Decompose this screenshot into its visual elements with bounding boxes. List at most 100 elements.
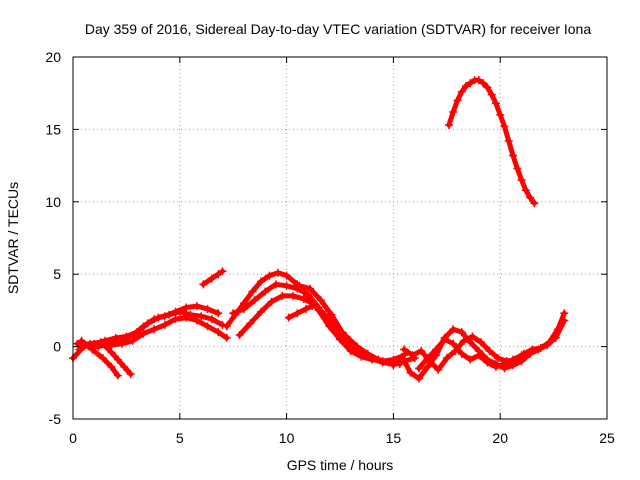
y-tick-label: 0 <box>53 339 61 355</box>
data-point <box>509 355 518 364</box>
data-point <box>207 274 216 283</box>
data-point <box>299 294 308 303</box>
data-point <box>457 328 466 337</box>
data-point <box>363 349 372 358</box>
series-s13 <box>400 309 569 374</box>
data-point <box>316 296 325 305</box>
data-point <box>248 287 257 296</box>
data-point <box>250 296 259 305</box>
data-point <box>139 322 148 331</box>
data-point <box>530 199 539 208</box>
data-point <box>306 284 315 293</box>
data-point <box>308 302 317 311</box>
data-point <box>77 336 86 345</box>
data-point <box>192 316 201 325</box>
tick-labels: 0 5 10 15 20 25 -5 0 5 10 15 20 <box>45 49 615 446</box>
data-point <box>494 354 503 363</box>
data-point <box>222 322 231 331</box>
y-tick-label: 5 <box>53 266 61 282</box>
data-point <box>274 268 283 277</box>
data-point <box>374 355 383 364</box>
series-s11 <box>295 281 357 350</box>
data-point <box>126 370 135 379</box>
y-tick-label: -5 <box>49 411 62 427</box>
data-point <box>160 312 169 321</box>
data-point <box>284 313 293 322</box>
data-point <box>207 315 216 324</box>
data-point <box>509 151 518 160</box>
data-point <box>218 267 227 276</box>
data-point <box>504 136 513 145</box>
data-point <box>107 362 116 371</box>
data-point <box>474 76 483 85</box>
data-point <box>182 303 191 312</box>
data-point <box>462 81 471 90</box>
data-point <box>222 333 231 342</box>
data-point <box>417 346 426 355</box>
data-point <box>453 96 462 105</box>
data-point <box>120 362 129 371</box>
data-point <box>500 359 509 368</box>
data-point <box>553 325 562 334</box>
data-point <box>113 355 122 364</box>
data-point <box>214 270 223 279</box>
data-point <box>182 313 191 322</box>
data-point <box>214 328 223 337</box>
data-point <box>203 322 212 331</box>
data-point <box>203 304 212 313</box>
data-point <box>415 364 424 373</box>
data-point <box>261 287 270 296</box>
x-axis-label: GPS time / hours <box>287 457 394 473</box>
data-point <box>408 351 417 360</box>
data-point <box>536 344 545 353</box>
data-point <box>449 325 458 334</box>
data-point <box>466 355 475 364</box>
data-point <box>301 304 310 313</box>
data-point <box>160 320 169 329</box>
data-point <box>491 99 500 108</box>
data-point <box>385 358 394 367</box>
data-point <box>271 280 280 289</box>
data-point <box>338 328 347 337</box>
data-point <box>457 349 466 358</box>
data-point <box>432 345 441 354</box>
series-s15 <box>444 76 539 208</box>
chart-title: Day 359 of 2016, Sidereal Day-to-day VTE… <box>85 21 592 37</box>
data-point <box>128 336 137 345</box>
data-point <box>440 335 449 344</box>
data-point <box>491 362 500 371</box>
x-tick-label: 25 <box>599 430 615 446</box>
data-point <box>303 290 312 299</box>
data-point <box>265 271 274 280</box>
series-trace <box>286 303 315 321</box>
data-point <box>118 339 127 348</box>
data-point <box>528 345 537 354</box>
data-point <box>560 309 569 318</box>
data-point <box>235 331 244 340</box>
series-s5 <box>98 339 135 379</box>
data-point <box>487 90 496 99</box>
data-point <box>289 291 298 300</box>
plot-frame <box>72 56 608 420</box>
data-point <box>98 339 107 348</box>
data-point <box>521 186 530 195</box>
y-tick-label: 20 <box>45 49 61 65</box>
data-point <box>406 368 415 377</box>
data-point <box>545 338 554 347</box>
data-point <box>139 329 148 338</box>
data-point <box>267 297 276 306</box>
data-point <box>496 110 505 119</box>
data-point <box>483 83 492 92</box>
data-point <box>150 315 159 324</box>
series-s10 <box>284 302 317 322</box>
data-point <box>107 348 116 357</box>
data-point <box>88 345 97 354</box>
data-point <box>485 346 494 355</box>
data-point <box>229 309 238 318</box>
data-point <box>113 371 122 380</box>
data-point <box>449 339 458 348</box>
data-point <box>457 87 466 96</box>
data-point <box>474 351 483 360</box>
